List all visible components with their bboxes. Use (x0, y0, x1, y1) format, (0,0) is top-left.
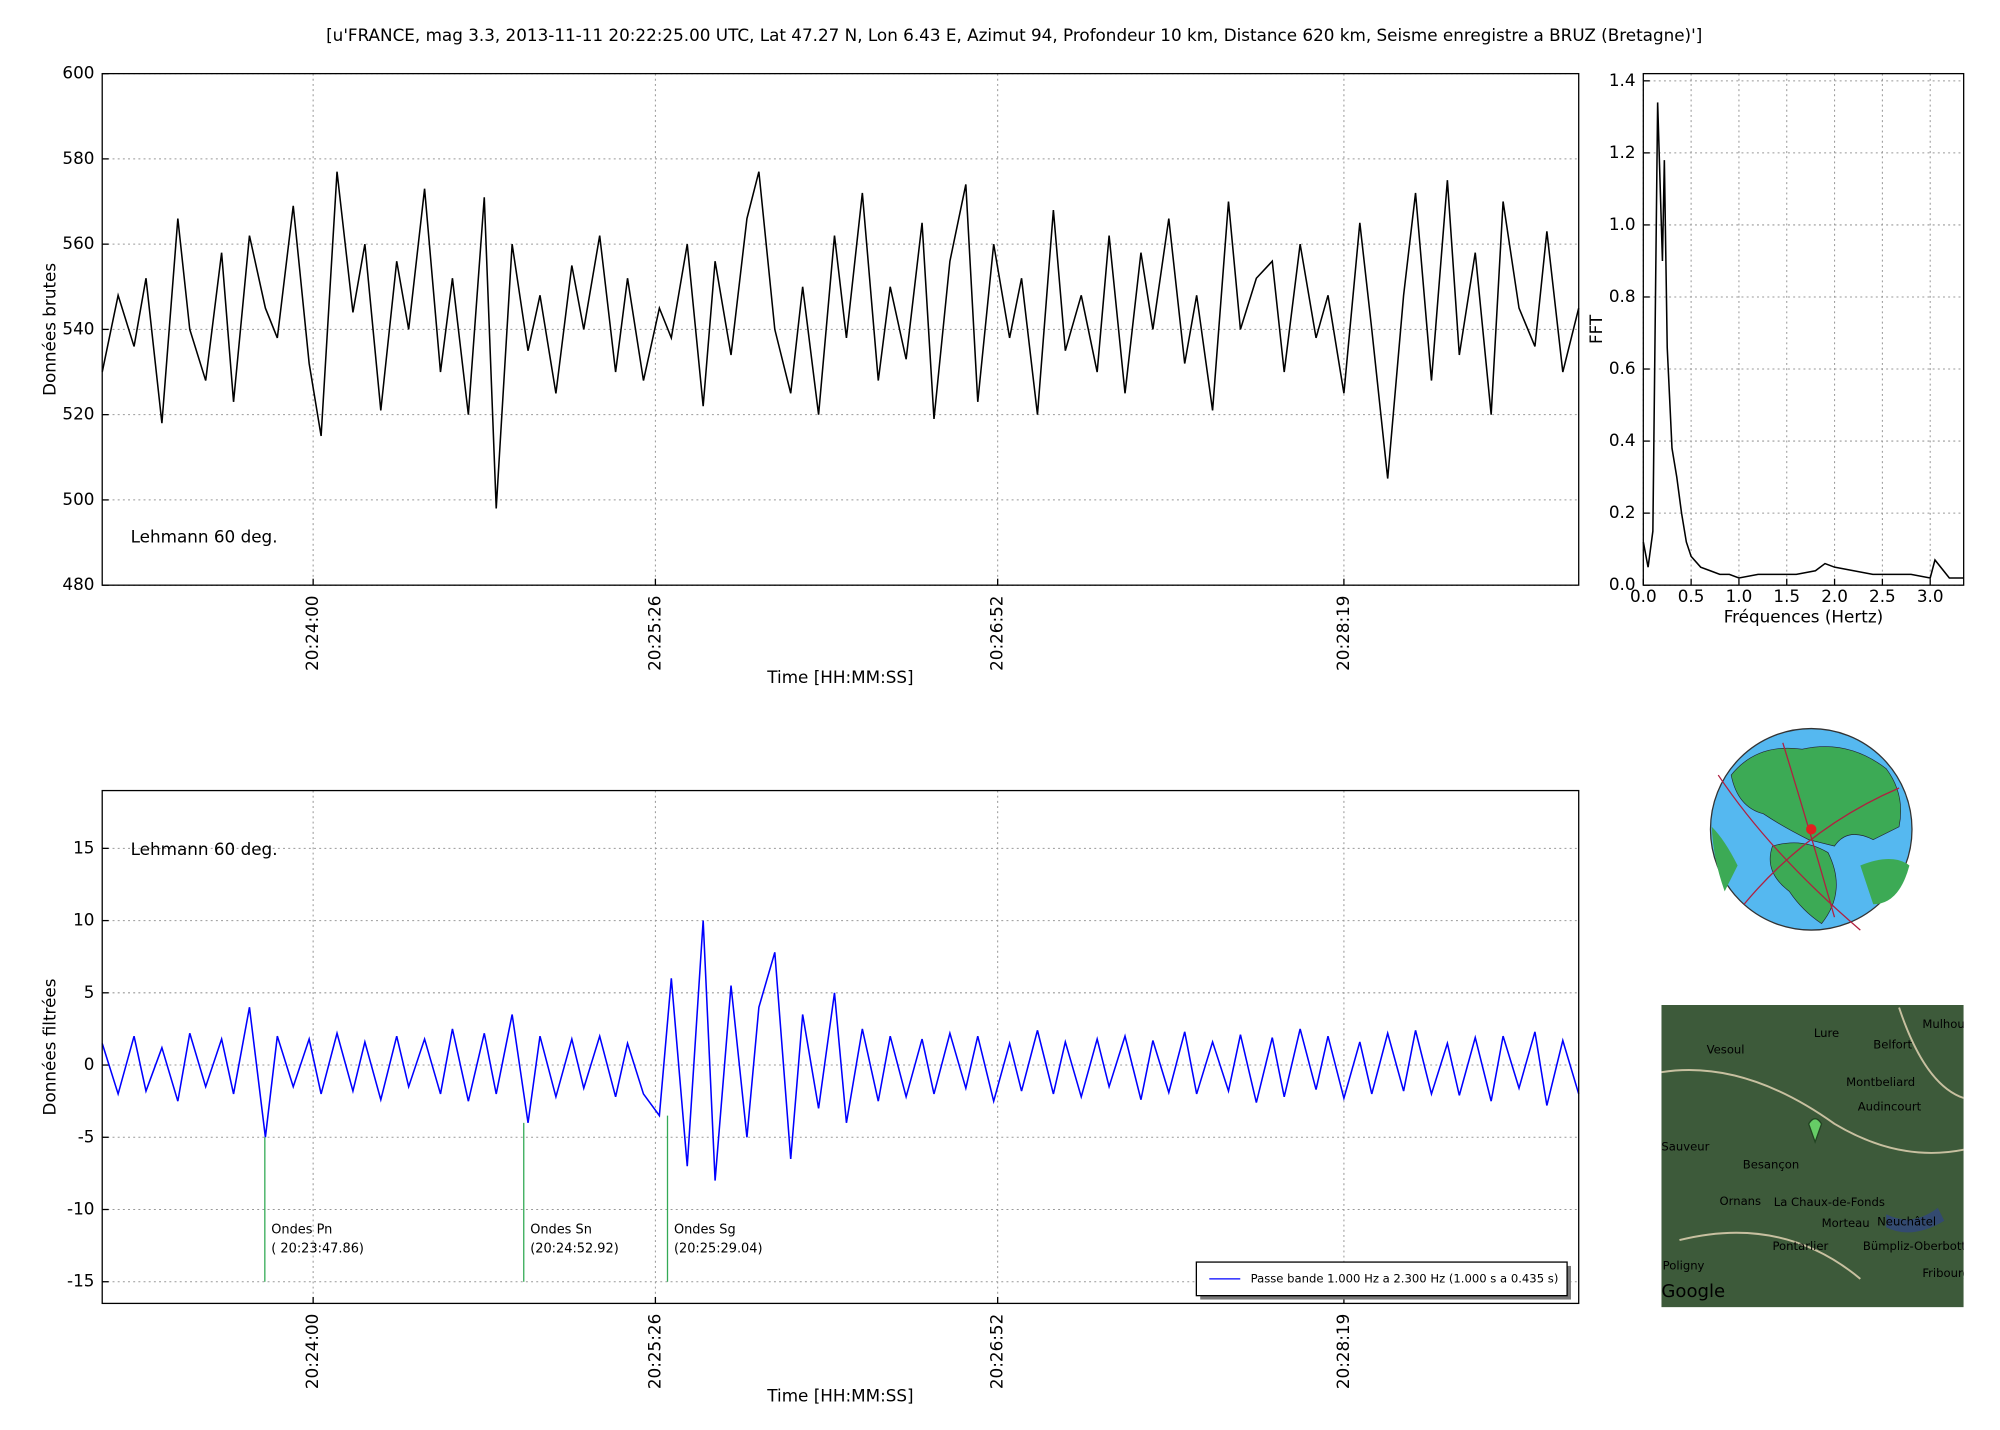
x-tick-label: 20:26:52 (987, 1314, 1007, 1389)
y-tick-label: 0.2 (1609, 502, 1636, 522)
y-tick-label: 15 (73, 837, 94, 857)
x-tick-label: 20:28:19 (1333, 596, 1353, 671)
map-label: Mulhouse (1922, 1017, 1978, 1031)
map-label: Morteau (1822, 1216, 1870, 1230)
map-label: La Chaux-de-Fonds (1774, 1195, 1885, 1209)
x-tick-label: 20:28:19 (1333, 1314, 1353, 1389)
y-tick-label: 5 (84, 982, 95, 1002)
y-tick-label: -10 (67, 1199, 94, 1219)
y-tick-label: 10 (73, 910, 94, 930)
y-tick-label: 0.0 (1609, 574, 1636, 594)
phase-name: Ondes Sn (530, 1222, 592, 1237)
x-tick-label: 20:24:00 (302, 1314, 322, 1389)
map-label: Ornans (1720, 1194, 1762, 1208)
axes-frame (101, 789, 1580, 1305)
y-tick-label: 1.4 (1609, 70, 1636, 90)
annotation: Lehmann 60 deg. (131, 839, 278, 859)
phase-name: Ondes Sg (674, 1222, 736, 1237)
map-label: Sauveur (1661, 1140, 1709, 1154)
y-tick-label: 600 (62, 63, 94, 83)
y-tick-label: 0.8 (1609, 286, 1636, 306)
x-tick-label: 20:26:52 (987, 596, 1007, 671)
phase-time: (20:25:29.04) (674, 1242, 763, 1257)
map-label: Vesoul (1707, 1043, 1745, 1057)
x-tick-label: 2.0 (1821, 586, 1848, 606)
map-label: Lure (1814, 1026, 1839, 1040)
y-axis-label: FFT (1586, 314, 1606, 344)
y-axis-label: Données filtrées (40, 979, 60, 1116)
y-tick-label: 0.6 (1609, 358, 1636, 378)
y-tick-label: 1.2 (1609, 142, 1636, 162)
y-axis-label: Données brutes (40, 263, 60, 396)
y-tick-label: 580 (62, 148, 94, 168)
series-line (101, 920, 1580, 1181)
map-label: Bümpliz-Oberbottigen (1863, 1239, 1991, 1253)
figure-title: [u'FRANCE, mag 3.3, 2013-11-11 20:22:25.… (326, 25, 1702, 45)
map: Mulhouse Lure Belfort Vesoul Montbeliard Audi… (1661, 1005, 1991, 1308)
y-tick-label: -5 (78, 1126, 95, 1146)
map-label: Montbeliard (1846, 1075, 1915, 1089)
series-line (1642, 102, 1964, 579)
y-tick-label: 0.4 (1609, 430, 1636, 450)
phase-time: ( 20:23:47.86) (271, 1242, 364, 1257)
x-tick-label: 3.0 (1917, 586, 1944, 606)
map-label: Fribourg (1922, 1266, 1970, 1280)
map-label: Poligny (1663, 1258, 1705, 1272)
x-tick-label: 1.5 (1773, 586, 1800, 606)
map-label: Pontarlier (1772, 1239, 1828, 1253)
series-line (101, 171, 1580, 509)
y-tick-label: 0 (84, 1054, 95, 1074)
x-tick-label: 2.5 (1869, 586, 1896, 606)
x-axis-label: Time [HH:MM:SS] (766, 1385, 913, 1405)
x-tick-label: 20:24:00 (302, 596, 322, 671)
y-tick-label: -15 (67, 1271, 94, 1291)
map-label: Google (1661, 1281, 1725, 1302)
x-tick-label: 20:25:26 (644, 1314, 664, 1389)
y-tick-label: 520 (62, 404, 94, 424)
x-tick-label: 0.5 (1678, 586, 1705, 606)
x-tick-label: 20:25:26 (644, 596, 664, 671)
x-axis-label: Time [HH:MM:SS] (766, 667, 913, 687)
map-label: Belfort (1873, 1038, 1912, 1052)
x-axis-label: Fréquences (Hertz) (1724, 606, 1884, 626)
axes-frame (101, 72, 1580, 586)
globe (1709, 727, 1913, 931)
map-label: Audincourt (1858, 1100, 1922, 1114)
map-label: Neuchâtel (1877, 1215, 1936, 1229)
annotation: Lehmann 60 deg. (131, 526, 278, 546)
map-label: Besançon (1743, 1158, 1799, 1172)
phase-time: (20:24:52.92) (530, 1242, 619, 1257)
y-tick-label: 480 (62, 574, 94, 594)
x-tick-label: 1.0 (1726, 586, 1753, 606)
y-tick-label: 540 (62, 318, 94, 338)
y-tick-label: 1.0 (1609, 214, 1636, 234)
axes-frame (1642, 72, 1965, 586)
y-tick-label: 500 (62, 489, 94, 509)
y-tick-label: 560 (62, 233, 94, 253)
legend-label: Passe bande 1.000 Hz a 2.300 Hz (1.000 s… (1251, 1271, 1559, 1285)
x-tick-label: 0.0 (1630, 586, 1657, 606)
legend-box (1195, 1261, 1568, 1297)
phase-name: Ondes Pn (271, 1222, 332, 1237)
